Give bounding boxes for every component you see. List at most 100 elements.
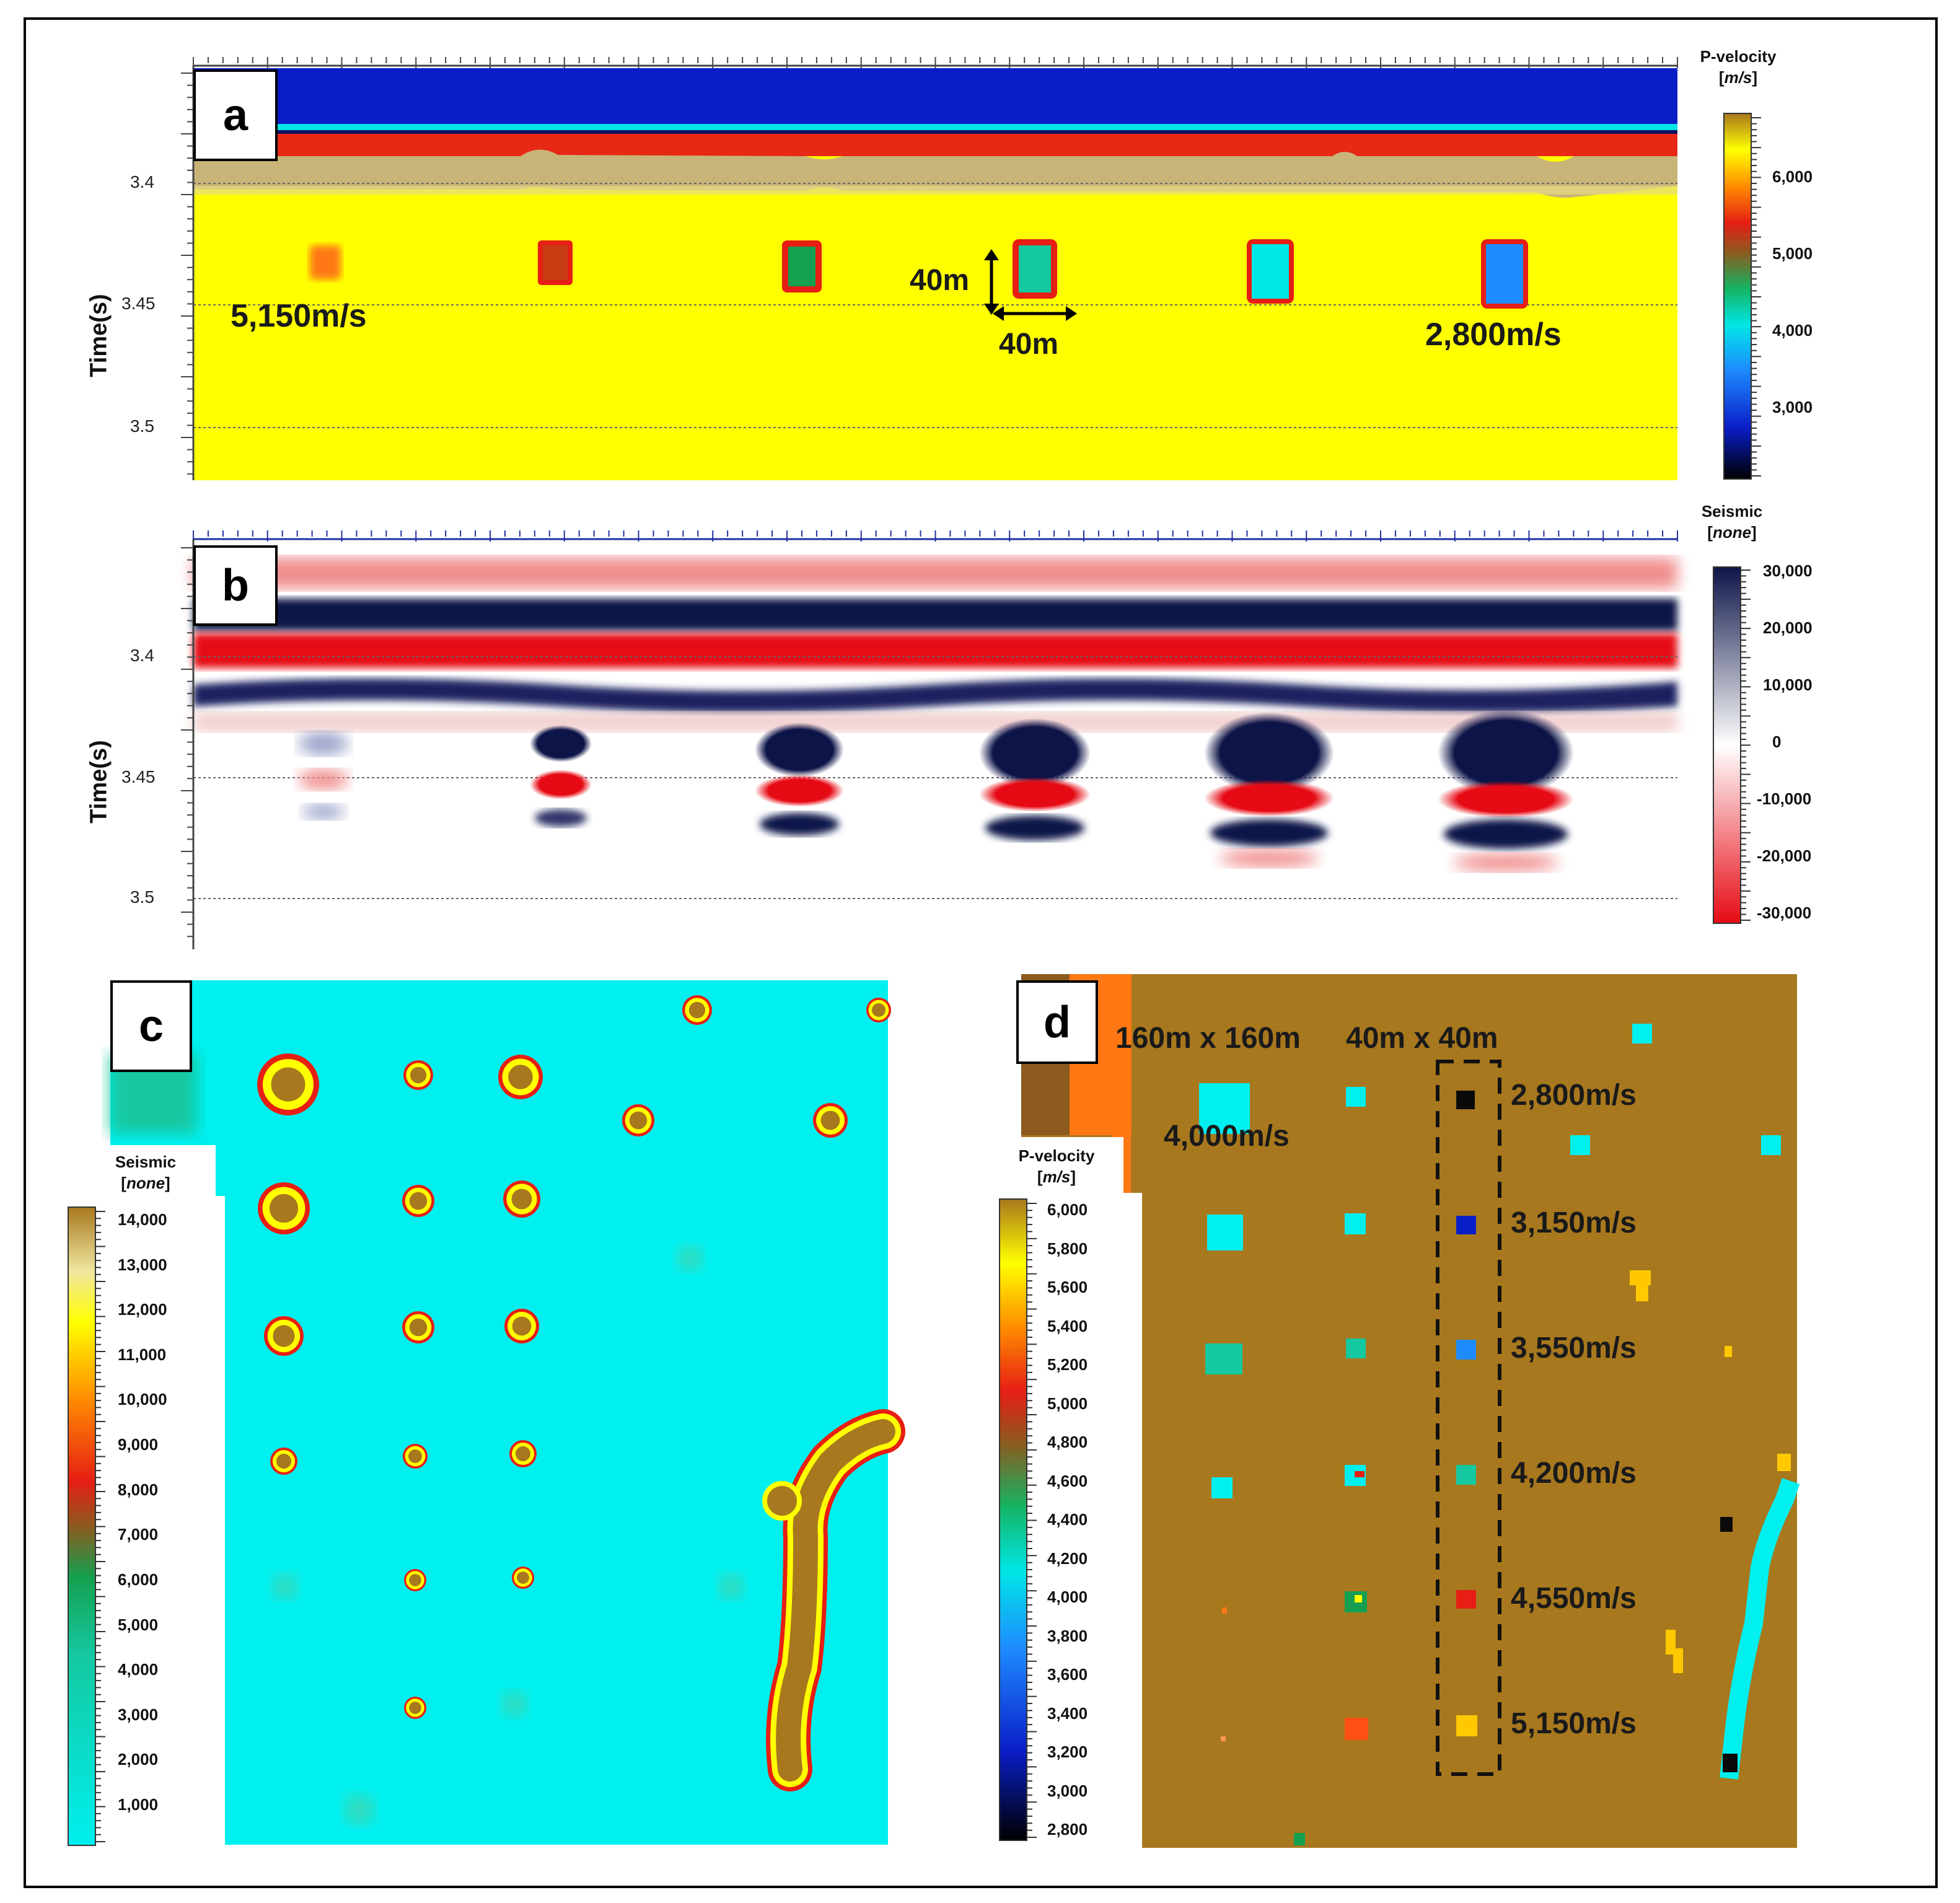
panel-b-event	[1444, 819, 1568, 849]
colorbar-tick-label: 6,000	[118, 1570, 159, 1589]
panel-a-colorbar-title: P-velocity [m/s]	[1700, 47, 1777, 87]
panel-d-block	[1761, 1135, 1781, 1155]
panel-a-blue-layer	[193, 68, 1677, 124]
panel-d-block	[1725, 1346, 1732, 1357]
panel-b-colorbar	[1713, 566, 1741, 924]
panel-a-tan-layer	[193, 149, 1677, 198]
panel-b-event	[979, 777, 1091, 812]
panel-b-y-tick: 3.45	[121, 767, 156, 786]
panel-b-band	[193, 599, 1677, 631]
panel-b-band	[193, 633, 1677, 668]
anomaly-ring	[271, 1067, 305, 1102]
panel-b-event	[979, 718, 1091, 788]
panel-d-block	[1346, 1338, 1366, 1358]
panel-d-block	[1456, 1340, 1476, 1360]
colorbar-tick-label: 5,600	[1047, 1278, 1088, 1296]
panel-c-colorbar-title: Seismic [none]	[115, 1153, 177, 1192]
colorbar-tick-label: 10,000	[118, 1390, 167, 1409]
colorbar-unit-text: none	[126, 1174, 165, 1192]
panel-d-block	[1720, 1517, 1733, 1532]
panel-a-cyan-line	[193, 124, 1677, 130]
panel-d-block	[1456, 1590, 1476, 1609]
panel-d-block	[1673, 1648, 1683, 1673]
panel-d-block	[1207, 1215, 1243, 1250]
size-label-small: 40m x 40m	[1346, 1022, 1498, 1055]
size-label-large: 160m x 160m	[1115, 1022, 1301, 1055]
panel-b-event	[530, 725, 592, 762]
colorbar-tick-label: 3,400	[1047, 1703, 1088, 1723]
anomaly-ring	[688, 1001, 706, 1019]
panel-d-block	[1221, 1736, 1226, 1741]
velocity-label: 3,550m/s	[1511, 1332, 1637, 1365]
panel-b-colorbar-ticks	[1741, 569, 1751, 921]
panel-b-colorbar-title: Seismic [none]	[1701, 502, 1763, 542]
panel-d-channel	[1720, 1478, 1800, 1780]
arrow-head-icon	[984, 249, 999, 260]
colorbar-tick-label: 5,000	[1772, 244, 1813, 263]
panel-a-anomaly	[310, 245, 341, 279]
panel-c-colorbar	[68, 1206, 96, 1846]
panel-d-block	[1456, 1715, 1477, 1736]
panel-d-colorbar	[999, 1198, 1027, 1841]
panel-b-y-tick: 3.5	[130, 887, 154, 907]
panel-c-faint-spot	[501, 1690, 528, 1718]
colorbar-tick-label: 3,800	[1047, 1626, 1088, 1645]
colorbar-tick-label: 13,000	[118, 1255, 167, 1274]
velocity-label: 3,150m/s	[1511, 1206, 1637, 1239]
panel-b	[181, 530, 1678, 949]
panel-a-y-axis-title: Time(s)	[86, 294, 112, 377]
colorbar-tick-label: -20,000	[1757, 846, 1812, 865]
anomaly-ring	[512, 1316, 532, 1336]
anomaly-ring	[409, 1574, 421, 1586]
colorbar-tick-label: 2,000	[118, 1750, 159, 1769]
panel-d-block	[1456, 1091, 1475, 1109]
colorbar-tick-label: 5,200	[1047, 1355, 1088, 1374]
panel-d-block	[1456, 1465, 1476, 1485]
colorbar-tick-label: 4,000	[1047, 1588, 1088, 1606]
panel-d-block	[1777, 1454, 1791, 1471]
panel-c-faint-spot	[271, 1573, 299, 1600]
anomaly-ring	[515, 1446, 531, 1462]
height-dimension-label: 40m	[910, 264, 970, 297]
anomaly-ring	[409, 1192, 428, 1210]
panel-b-event	[299, 732, 348, 755]
panel-c-colorbar-ticks	[95, 1211, 105, 1842]
panel-b-event	[302, 804, 345, 819]
panel-b-event	[760, 813, 839, 835]
colorbar-tick-label: 3,000	[118, 1705, 159, 1724]
panel-a-colorbar-ticks	[1751, 117, 1761, 477]
panel-d-label: d	[1016, 980, 1098, 1064]
figure-frame	[24, 17, 1938, 1888]
panel-b-band	[193, 558, 1677, 589]
panel-a-navy-line	[193, 130, 1677, 134]
panel-b-event	[1204, 712, 1334, 794]
velocity-label-right: 2,800m/s	[1425, 317, 1562, 353]
panel-a-red-layer	[193, 134, 1677, 156]
anomaly-ring	[872, 1003, 886, 1017]
panel-a-y-tick: 3.4	[130, 172, 154, 191]
width-dimension-label: 40m	[999, 328, 1059, 361]
colorbar-tick-label: -10,000	[1757, 789, 1812, 808]
panel-c-background	[110, 980, 888, 1845]
colorbar-tick-label: 2,800	[1047, 1820, 1088, 1839]
colorbar-tick-label: 4,200	[1047, 1549, 1088, 1568]
arrow-head-icon	[1066, 306, 1077, 321]
colorbar-tick-label: 4,400	[1047, 1510, 1088, 1529]
panel-d-background	[1021, 974, 1797, 1848]
arrow-head-icon	[984, 304, 999, 315]
anomaly-ring	[273, 1325, 295, 1347]
panel-b-y-axis-title: Time(s)	[86, 740, 112, 824]
panel-b-label: b	[193, 545, 278, 626]
panel-b-band	[193, 713, 1677, 731]
colorbar-title-text: P-velocity	[1700, 47, 1777, 66]
panel-c-faint-spot	[718, 1573, 745, 1600]
colorbar-tick-label: 3,000	[1772, 398, 1813, 416]
panel-d-colorbar-title: P-velocity [m/s]	[1018, 1146, 1095, 1186]
anomaly-ring	[409, 1702, 421, 1714]
anomaly-ring	[820, 1110, 840, 1130]
panel-d-colorbar-ticks	[1027, 1203, 1037, 1838]
panel-d-block	[1456, 1216, 1476, 1234]
velocity-label: 4,550m/s	[1511, 1582, 1637, 1615]
panel-b-event	[755, 723, 844, 777]
panel-a-colorbar	[1723, 113, 1752, 480]
